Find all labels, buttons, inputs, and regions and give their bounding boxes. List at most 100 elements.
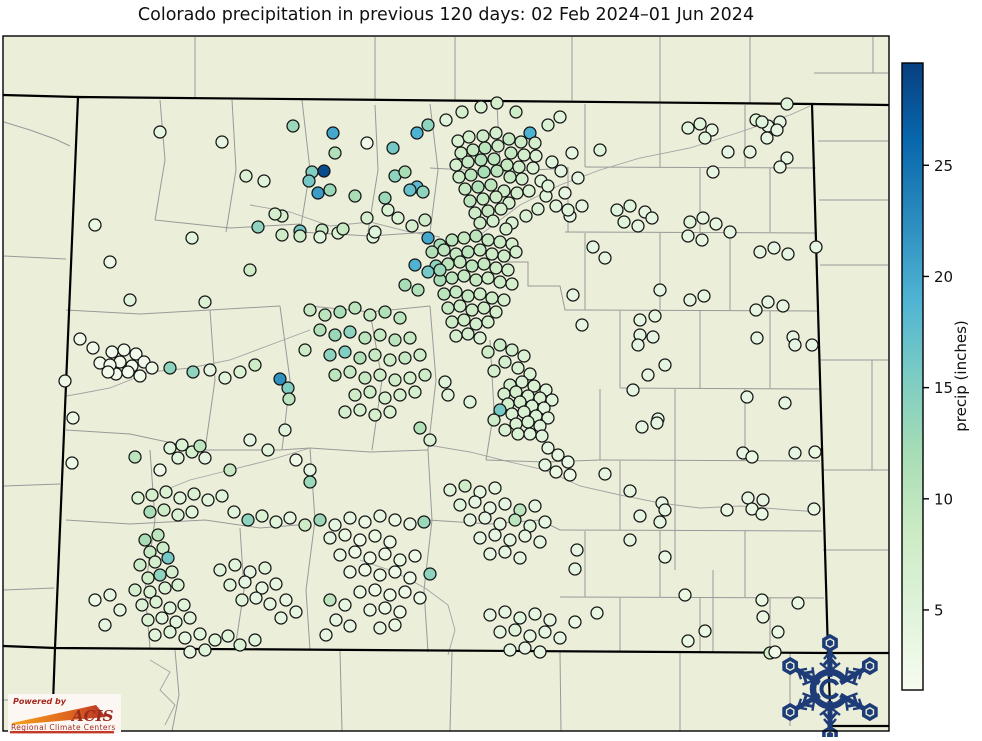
station-marker xyxy=(408,549,422,563)
station-marker xyxy=(353,585,367,599)
station-marker xyxy=(451,134,465,148)
county-boundary-line xyxy=(65,305,281,315)
station-marker xyxy=(274,611,288,625)
station-marker xyxy=(571,171,585,185)
station-marker xyxy=(568,562,582,576)
station-marker xyxy=(488,528,502,542)
station-marker xyxy=(303,303,317,317)
station-marker xyxy=(755,507,769,521)
station-marker xyxy=(343,619,357,633)
station-marker xyxy=(203,363,217,377)
station-marker xyxy=(558,186,572,200)
station-marker xyxy=(741,491,755,505)
station-marker xyxy=(461,155,475,169)
station-marker xyxy=(393,388,407,402)
station-marker xyxy=(498,605,512,619)
station-marker xyxy=(393,553,407,567)
station-marker xyxy=(383,353,397,367)
county-boundary-line xyxy=(234,527,245,650)
station-marker xyxy=(313,513,327,527)
station-marker xyxy=(449,158,463,172)
station-marker xyxy=(750,331,764,345)
station-marker xyxy=(398,165,412,179)
station-marker xyxy=(504,146,518,160)
station-marker xyxy=(151,528,165,542)
station-marker xyxy=(368,348,382,362)
station-marker xyxy=(235,593,249,607)
station-marker xyxy=(101,365,115,379)
station-marker xyxy=(437,287,451,301)
station-marker xyxy=(554,164,568,178)
station-marker xyxy=(249,591,263,605)
station-marker xyxy=(541,441,555,455)
station-marker xyxy=(756,610,770,624)
station-marker xyxy=(503,643,517,657)
station-marker xyxy=(489,126,503,140)
station-marker xyxy=(760,131,774,145)
station-marker xyxy=(343,511,357,525)
station-marker xyxy=(65,456,79,470)
station-marker xyxy=(590,606,604,620)
station-marker xyxy=(416,185,430,199)
station-marker xyxy=(509,245,523,259)
colorbar-tick-label: 25 xyxy=(934,157,953,175)
station-marker xyxy=(363,385,377,399)
station-marker xyxy=(541,179,555,193)
station-marker xyxy=(239,169,253,183)
station-marker xyxy=(489,190,503,204)
station-marker xyxy=(269,577,283,591)
station-marker xyxy=(510,186,524,200)
station-marker xyxy=(88,593,102,607)
station-marker xyxy=(238,575,252,589)
station-marker xyxy=(338,598,352,612)
colorbar-tick-label: 5 xyxy=(934,601,944,619)
station-marker xyxy=(610,203,624,217)
station-marker xyxy=(358,515,372,529)
station-marker xyxy=(282,392,296,406)
county-boundary-line xyxy=(423,449,433,653)
station-marker xyxy=(531,202,545,216)
station-marker xyxy=(171,578,185,592)
station-marker xyxy=(303,475,317,489)
station-marker xyxy=(473,287,487,301)
station-marker xyxy=(489,261,503,275)
acis-subtitle-text: Regional Climate Centers xyxy=(11,723,116,732)
station-marker xyxy=(423,433,437,447)
station-marker xyxy=(213,563,227,577)
station-marker xyxy=(473,531,487,545)
station-marker xyxy=(289,605,303,619)
station-marker xyxy=(145,361,159,375)
station-marker xyxy=(477,165,491,179)
station-markers-layer xyxy=(58,96,823,660)
station-marker xyxy=(98,618,112,632)
station-marker xyxy=(481,345,495,359)
station-marker xyxy=(123,293,137,307)
station-marker xyxy=(149,595,163,609)
station-marker xyxy=(185,505,199,519)
station-marker xyxy=(538,625,552,639)
station-marker xyxy=(183,645,197,659)
station-marker xyxy=(158,581,172,595)
station-marker xyxy=(445,315,459,329)
station-marker xyxy=(328,518,342,532)
station-marker xyxy=(563,468,577,482)
station-marker xyxy=(653,515,667,529)
station-marker xyxy=(358,563,372,577)
station-marker xyxy=(491,139,505,153)
station-marker xyxy=(218,371,232,385)
station-marker xyxy=(653,283,667,297)
county-boundary-line xyxy=(154,99,166,221)
station-marker xyxy=(433,263,447,277)
station-marker xyxy=(185,231,199,245)
station-marker xyxy=(343,565,357,579)
station-marker xyxy=(681,121,695,135)
station-marker xyxy=(403,371,417,385)
station-marker xyxy=(163,625,177,639)
county-boundary-line xyxy=(154,219,301,229)
station-marker xyxy=(157,503,171,517)
station-marker xyxy=(421,231,435,245)
station-marker xyxy=(215,489,229,503)
station-marker xyxy=(551,448,565,462)
station-marker xyxy=(780,97,794,111)
